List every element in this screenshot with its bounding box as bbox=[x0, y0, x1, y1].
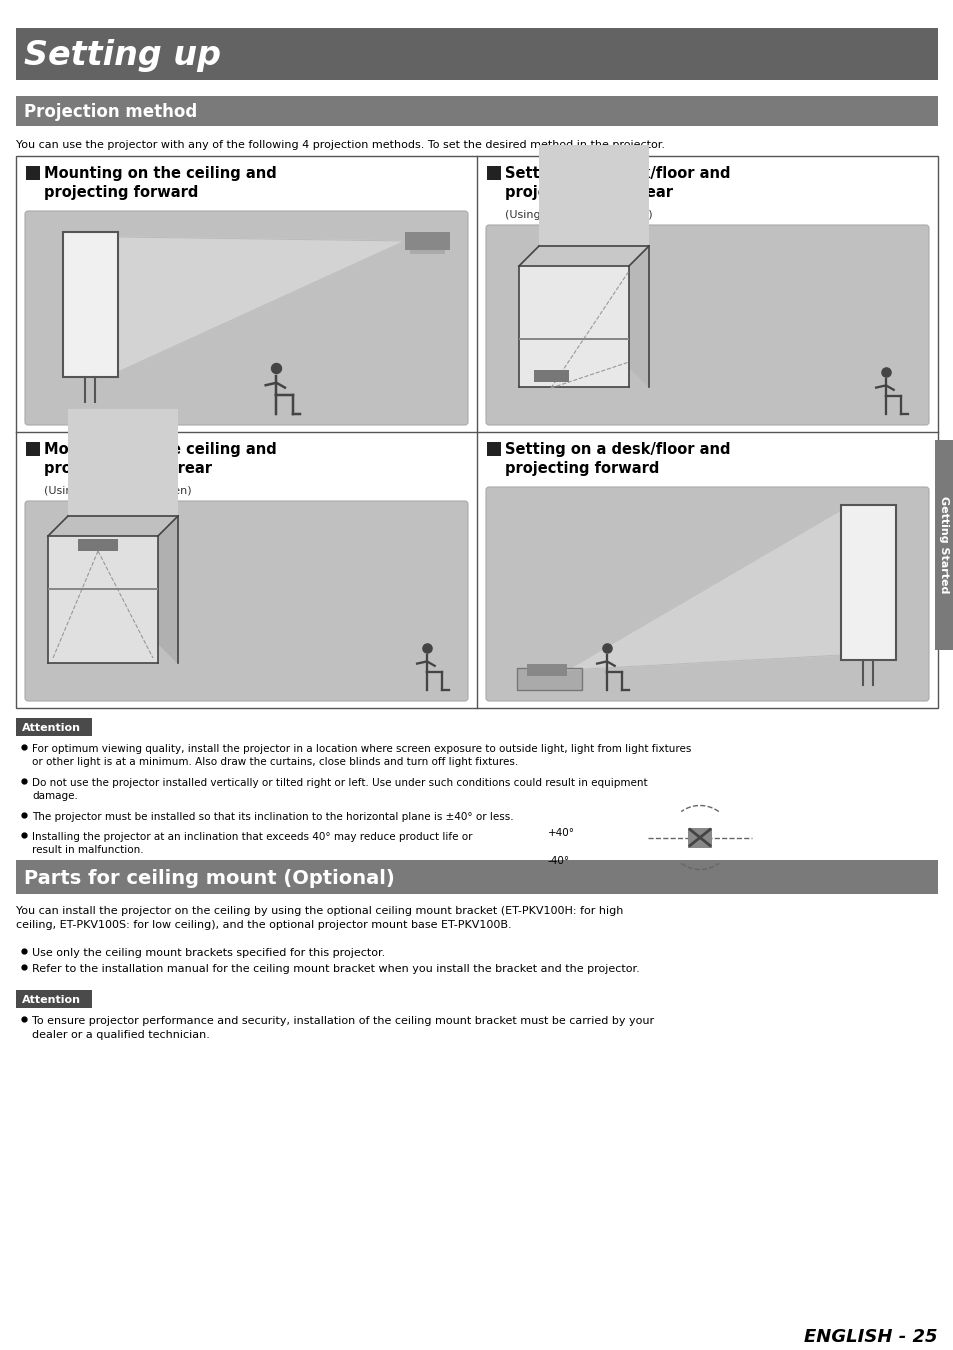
Bar bbox=[16, 28, 937, 80]
Bar bbox=[26, 441, 40, 456]
Bar bbox=[48, 536, 158, 663]
Text: Attention: Attention bbox=[22, 995, 81, 1004]
Bar bbox=[486, 441, 500, 456]
Bar bbox=[26, 166, 40, 180]
Text: Mounting on the ceiling and
projecting forward: Mounting on the ceiling and projecting f… bbox=[44, 166, 276, 200]
Bar bbox=[63, 232, 118, 377]
Text: ENGLISH - 25: ENGLISH - 25 bbox=[803, 1328, 937, 1346]
Text: +40°: +40° bbox=[547, 828, 575, 837]
FancyBboxPatch shape bbox=[25, 501, 468, 701]
Text: -40°: -40° bbox=[547, 856, 570, 865]
Text: Attention: Attention bbox=[22, 724, 81, 733]
Text: Use only the ceiling mount brackets specified for this projector.: Use only the ceiling mount brackets spec… bbox=[32, 948, 385, 958]
Bar bbox=[518, 266, 628, 387]
Polygon shape bbox=[48, 516, 178, 536]
Bar bbox=[16, 860, 937, 894]
Text: For optimum viewing quality, install the projector in a location where screen ex: For optimum viewing quality, install the… bbox=[32, 744, 691, 767]
Bar bbox=[841, 505, 895, 660]
Polygon shape bbox=[628, 246, 648, 387]
Bar bbox=[534, 370, 568, 382]
Bar bbox=[405, 232, 450, 250]
FancyBboxPatch shape bbox=[485, 225, 928, 425]
Bar bbox=[16, 718, 91, 736]
Bar bbox=[68, 409, 178, 536]
Bar bbox=[16, 96, 937, 126]
Text: The projector must be installed so that its inclination to the horizontal plane : The projector must be installed so that … bbox=[32, 811, 513, 822]
Polygon shape bbox=[118, 238, 405, 373]
Bar bbox=[48, 589, 158, 590]
Text: Getting Started: Getting Started bbox=[939, 497, 948, 594]
Bar bbox=[63, 232, 118, 377]
Text: Installing the projector at an inclination that exceeds 40° may reduce product l: Installing the projector at an inclinati… bbox=[32, 832, 472, 855]
FancyBboxPatch shape bbox=[25, 211, 468, 425]
Text: Do not use the projector installed vertically or tilted right or left. Use under: Do not use the projector installed verti… bbox=[32, 778, 647, 801]
Text: Parts for ceiling mount (Optional): Parts for ceiling mount (Optional) bbox=[24, 868, 395, 887]
Text: You can use the projector with any of the following 4 projection methods. To set: You can use the projector with any of th… bbox=[16, 140, 664, 150]
Polygon shape bbox=[158, 516, 178, 663]
FancyBboxPatch shape bbox=[485, 487, 928, 701]
Text: (Using translucent screen): (Using translucent screen) bbox=[44, 486, 192, 495]
Text: Setting on a desk/floor and
projecting from rear: Setting on a desk/floor and projecting f… bbox=[504, 166, 730, 200]
Bar bbox=[16, 990, 91, 1008]
Text: To ensure projector performance and security, installation of the ceiling mount : To ensure projector performance and secu… bbox=[32, 1017, 654, 1040]
Text: Mounting on the ceiling and
projecting from rear: Mounting on the ceiling and projecting f… bbox=[44, 441, 276, 477]
Bar bbox=[530, 676, 563, 680]
Text: You can install the projector on the ceiling by using the optional ceiling mount: You can install the projector on the cei… bbox=[16, 906, 622, 930]
Bar bbox=[410, 250, 444, 254]
Polygon shape bbox=[566, 510, 841, 670]
Polygon shape bbox=[518, 246, 648, 266]
Bar bbox=[687, 828, 711, 848]
Text: (Using translucent screen): (Using translucent screen) bbox=[504, 211, 652, 220]
Bar bbox=[538, 144, 648, 266]
Bar bbox=[486, 166, 500, 180]
Bar bbox=[517, 668, 581, 690]
Text: Setting on a desk/floor and
projecting forward: Setting on a desk/floor and projecting f… bbox=[504, 441, 730, 477]
Bar bbox=[934, 440, 953, 649]
Bar bbox=[526, 664, 566, 676]
Text: Refer to the installation manual for the ceiling mount bracket when you install : Refer to the installation manual for the… bbox=[32, 964, 639, 973]
Text: Projection method: Projection method bbox=[24, 103, 197, 122]
Bar bbox=[518, 338, 628, 340]
Text: Setting up: Setting up bbox=[24, 39, 221, 72]
Bar bbox=[78, 539, 118, 551]
Bar bbox=[841, 505, 895, 660]
Bar bbox=[16, 157, 937, 707]
Bar bbox=[517, 668, 581, 690]
